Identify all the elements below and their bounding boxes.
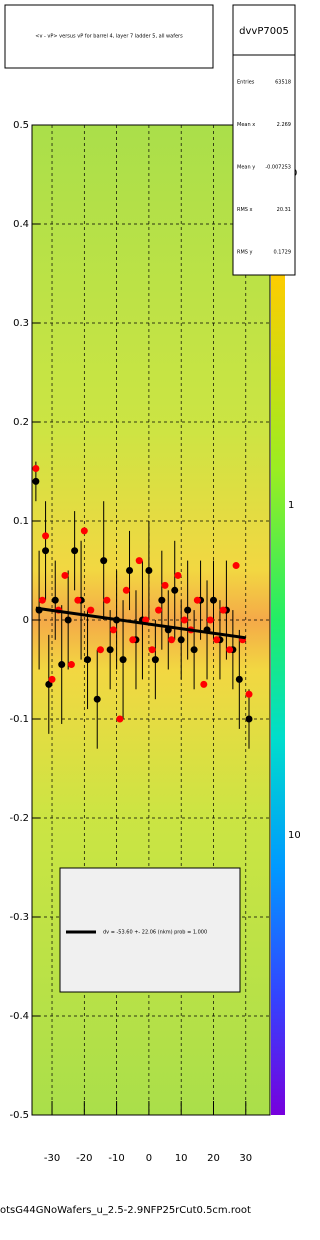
- stats-value: 2.269: [277, 122, 291, 128]
- profile-point: [100, 557, 108, 565]
- profile-point: [142, 616, 150, 624]
- profile-point: [168, 636, 176, 644]
- profile-point: [42, 532, 50, 540]
- profile-point: [74, 596, 82, 604]
- y-tick-label: 0.2: [13, 417, 29, 428]
- profile-point: [174, 571, 182, 579]
- profile-point: [96, 646, 104, 654]
- profile-point: [193, 596, 201, 604]
- profile-point: [119, 656, 127, 664]
- profile-point: [245, 690, 253, 698]
- profile-point: [219, 606, 227, 614]
- y-tick-label: 0: [23, 615, 29, 626]
- profile-point: [158, 596, 166, 604]
- profile-point: [213, 636, 221, 644]
- footer: otsG44GNoWafers_u_2.5-2.9NFP25rCut0.5cm.…: [0, 1205, 251, 1216]
- stats-value: 63518: [275, 80, 291, 86]
- profile-point: [93, 695, 101, 703]
- profile-point: [32, 465, 40, 473]
- profile-point: [135, 557, 143, 565]
- y-tick-label: 0.3: [13, 318, 29, 329]
- profile-point: [58, 661, 66, 669]
- x-tick-label: 0: [146, 1153, 152, 1164]
- stats-key: RMS y: [237, 250, 253, 256]
- profile-point: [148, 646, 156, 654]
- profile-point: [42, 547, 50, 555]
- stats-value: 0.1729: [274, 250, 292, 256]
- profile-point: [184, 606, 192, 614]
- profile-point: [122, 586, 130, 594]
- stats-value: -0.007253: [265, 165, 291, 171]
- chart: 0 1 10 dv = -53.60 +- 22.06 (nkm) prob =…: [0, 4, 300, 1216]
- profile-point: [48, 675, 56, 683]
- profile-point: [106, 646, 114, 654]
- x-tick-label: 20: [207, 1153, 220, 1164]
- profile-point: [226, 646, 234, 654]
- y-tick-label: -0.2: [9, 813, 29, 824]
- profile-point: [71, 547, 79, 555]
- profile-point: [151, 656, 159, 664]
- y-tick-label: 0.4: [13, 219, 29, 230]
- profile-point: [67, 661, 75, 669]
- y-tick-label: 0.1: [13, 516, 29, 527]
- profile-point: [103, 596, 111, 604]
- stats-key: Mean y: [237, 165, 255, 171]
- colorbar-label: 10: [288, 830, 300, 841]
- profile-point: [161, 581, 169, 589]
- profile-point: [126, 567, 134, 574]
- y-tick-label: 0.5: [13, 120, 29, 131]
- colorbar-label: 1: [288, 500, 294, 511]
- profile-point: [38, 596, 46, 604]
- profile-point: [206, 616, 214, 624]
- profile-point: [209, 596, 217, 604]
- stats-key: Mean x: [237, 122, 255, 128]
- x-tick-label: -10: [108, 1153, 124, 1164]
- y-tick-label: -0.4: [9, 1011, 29, 1022]
- profile-point: [232, 562, 240, 570]
- x-tick-label: 10: [175, 1153, 188, 1164]
- profile-point: [190, 646, 198, 654]
- fit-legend: [59, 867, 241, 993]
- stats-key: RMS x: [237, 207, 253, 213]
- stats-title: dvvP7005: [239, 26, 289, 37]
- profile-point: [155, 606, 163, 614]
- y-tick-label: -0.3: [9, 912, 29, 923]
- x-tick-label: -20: [76, 1153, 92, 1164]
- stats-value: 20.31: [277, 207, 291, 213]
- stats-box: [232, 4, 296, 276]
- profile-point: [51, 596, 59, 604]
- color-bar: [271, 125, 285, 1115]
- profile-point: [235, 675, 243, 683]
- profile-point: [171, 586, 179, 594]
- profile-point: [245, 715, 253, 723]
- profile-point: [109, 626, 117, 634]
- fit-label: dv = -53.60 +- 22.06 (nkm) prob = 1.000: [103, 930, 207, 936]
- profile-point: [64, 616, 72, 624]
- profile-point: [80, 527, 88, 535]
- profile-point: [177, 636, 185, 644]
- profile-point: [180, 616, 188, 624]
- stats-key: Entries: [237, 80, 255, 86]
- profile-point: [45, 680, 53, 688]
- y-tick-label: -0.5: [9, 1110, 29, 1121]
- x-tick-label: 30: [239, 1153, 252, 1164]
- chart-title: <v - vP> versus vP for barrel 4, layer 7…: [35, 34, 183, 40]
- profile-point: [84, 656, 92, 664]
- y-tick-label: -0.1: [9, 714, 29, 725]
- profile-point: [116, 715, 124, 723]
- frame: [31, 124, 271, 1116]
- profile-point: [32, 477, 40, 485]
- fit-line: [35, 606, 246, 640]
- x-tick-label: -30: [44, 1153, 60, 1164]
- profile-point: [200, 680, 208, 688]
- profile-point: [129, 636, 137, 644]
- profile-point: [61, 571, 69, 579]
- title-box: [4, 4, 214, 69]
- profile-point: [87, 606, 95, 614]
- profile-point: [145, 567, 153, 574]
